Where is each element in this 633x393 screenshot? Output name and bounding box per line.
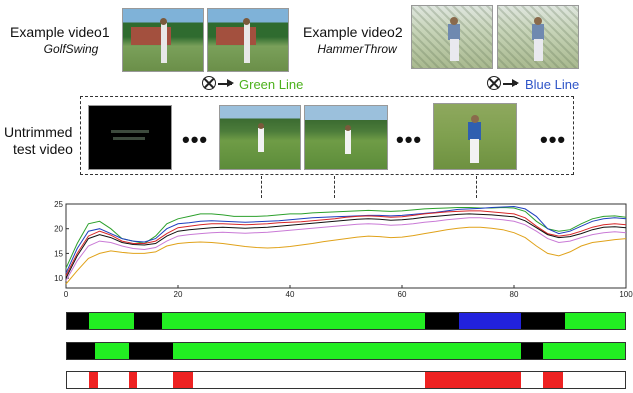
series-line-4 (65, 213, 627, 279)
x-tick-label: 0 (64, 290, 69, 299)
ellipsis-1: ••• (182, 127, 209, 152)
timeline-segment (173, 343, 521, 359)
connector-3 (476, 176, 477, 198)
timeline-segment (134, 313, 163, 329)
series-line-2 (65, 205, 627, 274)
example2-action: HammerThrow (317, 42, 397, 56)
test-video-label-2: test video (13, 141, 73, 157)
green-line-label: Green Line (239, 77, 304, 92)
timeline-segment (95, 343, 129, 359)
series-line-3 (65, 210, 627, 276)
blue-line-label: Blue Line (525, 77, 580, 92)
timeline-segment (459, 313, 521, 329)
example1-frame-1 (122, 8, 204, 72)
timeline-segment (543, 372, 563, 388)
y-tick-label: 10 (54, 274, 63, 283)
timeline-segment (520, 343, 543, 359)
timeline-segment (67, 343, 95, 359)
arrow-icon-1 (218, 80, 234, 86)
timeline-segment (425, 313, 459, 329)
test-frame-3 (304, 105, 388, 170)
example2-frame-2 (497, 5, 579, 69)
multiply-icon-1 (202, 76, 216, 90)
timeline-bar-1 (66, 312, 626, 330)
test-frame-black (88, 105, 172, 170)
example2-frame-1 (411, 5, 493, 69)
timeline-segment (173, 372, 193, 388)
timeline-segment (89, 313, 135, 329)
test-frame-2 (219, 105, 301, 170)
series-line-1 (65, 206, 627, 269)
example1-frame-2 (207, 8, 289, 72)
timeline-segment (565, 313, 625, 329)
arrow-icon-2 (503, 80, 519, 86)
test-frame-4 (433, 103, 517, 170)
timeline-segment (162, 313, 426, 329)
timeline-segment (520, 313, 566, 329)
multiply-icon-2 (487, 76, 501, 90)
x-tick-label: 40 (286, 290, 295, 299)
test-video-box (80, 96, 574, 175)
timeline-segment (128, 343, 174, 359)
connector-1 (261, 176, 262, 198)
x-tick-label: 20 (174, 290, 183, 299)
similarity-chart: 0 20 40 60 80 100 10 15 20 25 (54, 200, 633, 299)
y-tick-label: 25 (54, 200, 63, 209)
example2-title: Example video2 (303, 24, 403, 40)
ellipsis-3: ••• (540, 127, 567, 152)
x-tick-label: 60 (398, 290, 407, 299)
timeline-segment (425, 372, 521, 388)
series-line-5 (65, 217, 627, 281)
timeline-segment (128, 372, 137, 388)
timeline-segment (543, 343, 625, 359)
series-line-6 (65, 226, 627, 285)
example1-title: Example video1 (10, 24, 110, 40)
test-video-label-1: Untrimmed (4, 124, 73, 140)
timeline-bar-2 (66, 342, 626, 360)
timeline-bar-3 (66, 371, 626, 389)
timeline-segment (67, 313, 90, 329)
ellipsis-2: ••• (396, 127, 423, 152)
y-tick-label: 15 (54, 249, 63, 258)
example1-action: GolfSwing (43, 42, 99, 56)
connector-2 (334, 176, 335, 198)
x-tick-label: 100 (619, 290, 633, 299)
timeline-segment (89, 372, 98, 388)
y-tick-label: 20 (54, 225, 63, 234)
x-tick-label: 80 (510, 290, 519, 299)
